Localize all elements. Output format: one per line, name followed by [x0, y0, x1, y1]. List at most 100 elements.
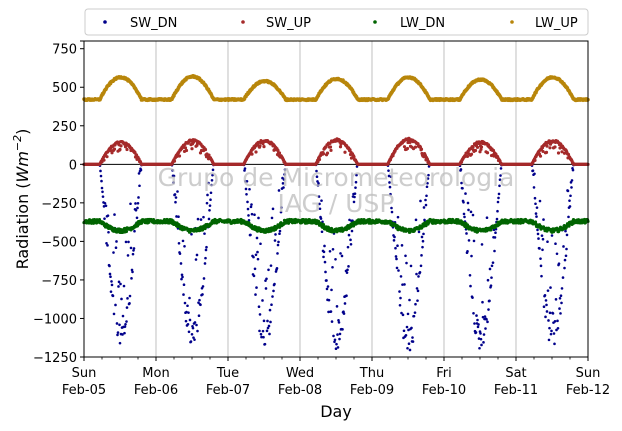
point-sw-dn — [268, 332, 271, 336]
point-sw-up — [478, 150, 482, 154]
point-sw-dn — [565, 247, 568, 251]
point-sw-dn — [424, 203, 428, 207]
point-sw-dn — [542, 305, 546, 309]
point-sw-dn — [194, 258, 198, 261]
point-sw-dn — [471, 296, 474, 299]
point-sw-dn — [126, 297, 129, 300]
point-sw-dn — [190, 333, 194, 336]
point-sw-dn — [549, 286, 552, 289]
x-tick-label-day: Sun — [72, 366, 97, 381]
point-sw-dn — [467, 239, 471, 242]
point-sw-dn — [130, 268, 134, 272]
point-sw-dn — [554, 242, 557, 246]
point-sw-dn — [265, 277, 268, 281]
point-lw-dn — [124, 229, 129, 234]
point-sw-dn — [555, 252, 559, 256]
legend-marker-sw-dn — [103, 20, 107, 24]
point-sw-dn — [338, 337, 341, 341]
point-sw-dn — [197, 314, 201, 317]
point-sw-dn — [204, 256, 207, 260]
point-sw-dn — [271, 295, 274, 298]
point-sw-dn — [350, 229, 354, 233]
point-sw-dn — [395, 266, 399, 270]
point-sw-dn — [106, 214, 110, 217]
point-sw-dn — [193, 338, 196, 341]
point-sw-dn — [209, 198, 212, 202]
point-sw-dn — [201, 285, 205, 288]
point-sw-dn — [499, 167, 503, 170]
point-sw-dn — [485, 318, 488, 321]
point-sw-dn — [103, 201, 107, 205]
point-sw-dn — [196, 217, 200, 221]
point-sw-up — [479, 145, 484, 149]
x-tick-label-day: Tue — [216, 366, 239, 381]
point-sw-dn — [352, 200, 356, 204]
point-sw-dn — [493, 249, 496, 253]
point-sw-dn — [427, 173, 430, 177]
point-sw-dn — [317, 182, 320, 185]
point-sw-dn — [186, 322, 190, 326]
point-sw-dn — [211, 173, 214, 177]
y-tick-label: 500 — [52, 81, 77, 96]
point-sw-dn — [465, 232, 468, 235]
point-sw-dn — [252, 255, 255, 259]
y-axis-title-exponent: −2 — [11, 135, 24, 151]
point-sw-dn — [181, 239, 185, 243]
point-sw-dn — [273, 282, 276, 286]
series-lw-up — [82, 73, 590, 103]
point-sw-dn — [136, 201, 140, 205]
point-lw-dn — [97, 218, 102, 222]
point-sw-dn — [136, 206, 139, 210]
point-sw-dn — [277, 240, 280, 244]
point-sw-dn — [134, 202, 137, 205]
point-sw-dn — [177, 215, 180, 219]
point-sw-dn — [408, 298, 411, 302]
point-sw-up — [469, 152, 474, 156]
point-sw-dn — [267, 268, 270, 272]
point-sw-dn — [99, 174, 103, 178]
point-sw-dn — [459, 168, 463, 171]
point-sw-dn — [104, 204, 108, 208]
point-sw-dn — [533, 172, 536, 176]
point-sw-up — [343, 150, 347, 154]
point-sw-dn — [563, 266, 566, 270]
watermark-line-2: IAG / USP — [278, 189, 395, 218]
point-sw-dn — [404, 254, 407, 258]
point-sw-up — [177, 154, 182, 158]
series-lw-dn — [82, 217, 590, 235]
y-axis-title: Radiation (Wm−2) — [11, 129, 32, 270]
point-sw-dn — [210, 183, 213, 187]
point-sw-dn — [490, 276, 493, 279]
point-sw-up — [485, 151, 490, 155]
point-sw-dn — [403, 283, 406, 286]
point-sw-dn — [565, 233, 569, 237]
point-sw-dn — [254, 253, 258, 257]
point-sw-dn — [554, 298, 558, 301]
point-sw-dn — [188, 318, 192, 322]
legend-marker-lw-dn — [373, 20, 377, 24]
point-sw-dn — [330, 288, 333, 292]
point-sw-up — [413, 145, 418, 149]
point-sw-dn — [338, 332, 342, 336]
point-sw-dn — [462, 200, 465, 204]
point-sw-dn — [387, 174, 391, 178]
point-sw-dn — [188, 296, 191, 300]
point-sw-dn — [128, 302, 131, 305]
point-sw-dn — [115, 322, 119, 325]
point-sw-dn — [211, 168, 215, 172]
point-sw-dn — [253, 267, 257, 271]
x-tick-label-date: Feb-08 — [278, 383, 322, 398]
point-sw-dn — [109, 290, 113, 293]
point-sw-dn — [469, 284, 472, 288]
point-sw-dn — [355, 173, 358, 177]
point-sw-dn — [114, 246, 118, 250]
point-sw-dn — [550, 329, 553, 333]
point-sw-dn — [420, 235, 424, 239]
point-sw-dn — [497, 196, 500, 200]
point-sw-dn — [411, 336, 414, 339]
point-sw-dn — [124, 240, 128, 244]
point-sw-dn — [332, 334, 335, 338]
point-sw-dn — [478, 346, 481, 350]
point-sw-dn — [125, 320, 128, 323]
